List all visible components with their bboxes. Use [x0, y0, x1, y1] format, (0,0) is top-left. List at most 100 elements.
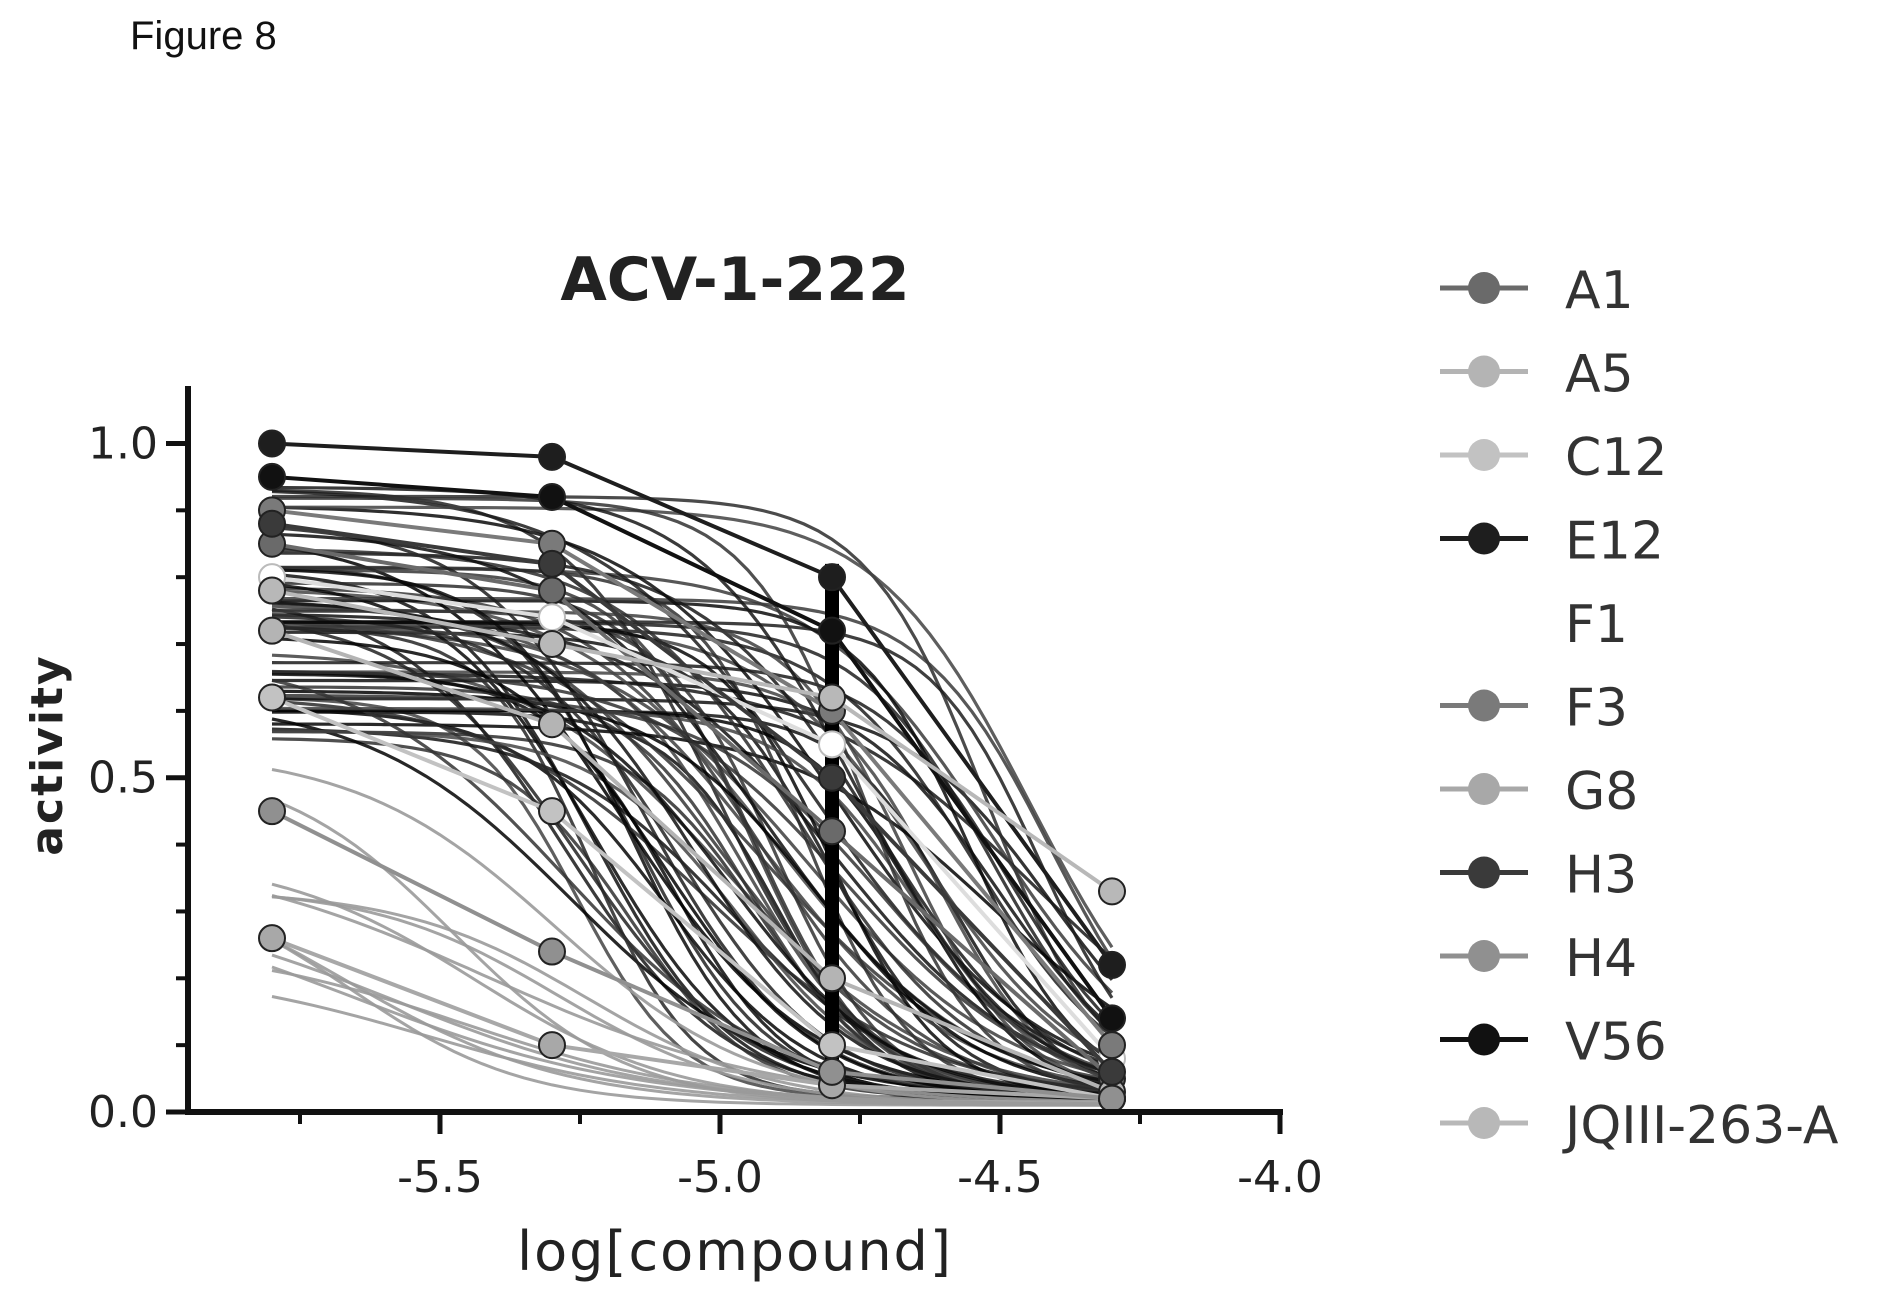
legend-marker — [1468, 1107, 1500, 1139]
legend-marker — [1468, 439, 1500, 471]
legend-item: C12 — [1440, 428, 1667, 488]
legend-marker — [1468, 940, 1500, 972]
series-line — [271, 575, 1114, 1060]
data-point — [538, 482, 566, 511]
data-point — [258, 683, 286, 712]
data-point — [538, 603, 566, 632]
data-point — [538, 630, 566, 659]
legend-item: A1 — [1440, 261, 1634, 321]
replicate-curve — [272, 505, 1114, 949]
replicate-curve — [271, 894, 1113, 1104]
data-point — [1098, 950, 1126, 979]
y-tick-label: 0.5 — [88, 753, 158, 804]
data-point — [818, 683, 846, 712]
x-tick-label: -4.5 — [957, 1152, 1043, 1203]
data-point — [818, 1057, 846, 1086]
data-point — [1098, 1031, 1126, 1060]
replicate-curve — [271, 661, 1114, 1025]
replicate-curve — [272, 496, 1113, 1092]
data-point — [538, 710, 566, 739]
series-line — [271, 474, 1114, 1020]
data-point — [818, 563, 846, 592]
data-point — [538, 442, 566, 471]
data-point — [1098, 1057, 1126, 1086]
legend-marker — [1468, 856, 1500, 889]
legend-label: F1 — [1565, 595, 1628, 655]
series-line — [271, 508, 1114, 1047]
legend-item: F3 — [1440, 679, 1628, 739]
legend-item: H3 — [1440, 846, 1637, 906]
legend-label: A5 — [1565, 345, 1634, 405]
x-tick-label: -5.0 — [677, 1152, 763, 1203]
series-line — [271, 628, 1113, 1094]
legend-marker — [1468, 522, 1500, 555]
legend-marker — [1468, 1023, 1500, 1056]
legend-label: H3 — [1565, 846, 1637, 906]
legend-item: E12 — [1440, 512, 1664, 572]
legend-label: V56 — [1565, 1013, 1667, 1073]
y-ticks: 0.0 0.5 1.0 — [88, 418, 188, 1138]
data-point — [538, 576, 566, 605]
figure-label: Figure 8 — [130, 14, 277, 58]
legend-label: G8 — [1565, 762, 1638, 822]
data-point — [538, 1031, 566, 1060]
y-tick-label: 1.0 — [88, 418, 158, 469]
data-point — [1098, 1004, 1126, 1033]
data-point — [818, 1031, 846, 1060]
legend-item: A5 — [1440, 345, 1634, 405]
series-line — [271, 541, 1114, 1081]
series-line — [271, 441, 1114, 967]
data-point — [538, 797, 566, 826]
legend-marker — [1468, 773, 1500, 805]
x-ticks: -5.5 -5.0 -4.5 -4.0 — [298, 1112, 1323, 1203]
data-point — [818, 730, 846, 759]
data-point — [258, 576, 286, 605]
legend-label: H4 — [1565, 929, 1637, 989]
data-point — [258, 429, 286, 458]
y-axis-label: activity — [22, 654, 73, 855]
series-line — [271, 936, 1113, 1101]
axes-layer: -5.5 -5.0 -4.5 -4.0 0.0 0.5 1.0 — [88, 386, 1323, 1203]
replicate-curve — [271, 669, 1113, 1075]
replicate-curve — [271, 699, 1113, 1092]
legend-label: JQIII-263-A — [1562, 1096, 1839, 1156]
legend-item: G8 — [1440, 762, 1638, 822]
legend-marker — [1468, 355, 1500, 388]
data-point — [258, 509, 286, 538]
x-tick-label: -4.0 — [1237, 1152, 1323, 1203]
series-e12 — [258, 429, 1126, 979]
legend-label: C12 — [1565, 428, 1667, 488]
replicate-curve — [272, 599, 1113, 1063]
series-h4 — [258, 797, 1126, 1113]
replicate-curve — [271, 505, 1113, 1064]
replicate-curve — [271, 938, 1113, 1107]
data-point — [258, 616, 286, 645]
series-a5 — [258, 616, 1126, 1106]
data-point — [258, 462, 286, 491]
legend-marker — [1468, 689, 1500, 722]
legend-label: F3 — [1565, 679, 1628, 739]
legend-item: H4 — [1440, 929, 1637, 989]
replicate-curve — [272, 494, 1114, 1035]
data-point — [818, 964, 846, 993]
legend-item: V56 — [1440, 1013, 1667, 1073]
series-line — [271, 588, 1114, 894]
x-axis-label: log[compound] — [517, 1220, 953, 1283]
legend-label: E12 — [1565, 512, 1664, 572]
background-curves — [271, 486, 1114, 1107]
data-point — [1098, 877, 1126, 906]
series-line — [271, 809, 1113, 1101]
data-point — [538, 937, 566, 966]
data-point — [818, 817, 846, 846]
data-point — [1098, 1084, 1126, 1113]
replicate-curve — [272, 486, 1113, 1076]
series-layer — [258, 429, 1126, 1113]
data-point — [258, 924, 286, 953]
legend-label: A1 — [1565, 261, 1634, 321]
replicate-curve — [272, 697, 1114, 981]
chart-title: ACV-1-222 — [560, 245, 909, 315]
replicate-curve — [271, 689, 1113, 1090]
data-point — [818, 763, 846, 792]
series-v56 — [258, 462, 1126, 1033]
